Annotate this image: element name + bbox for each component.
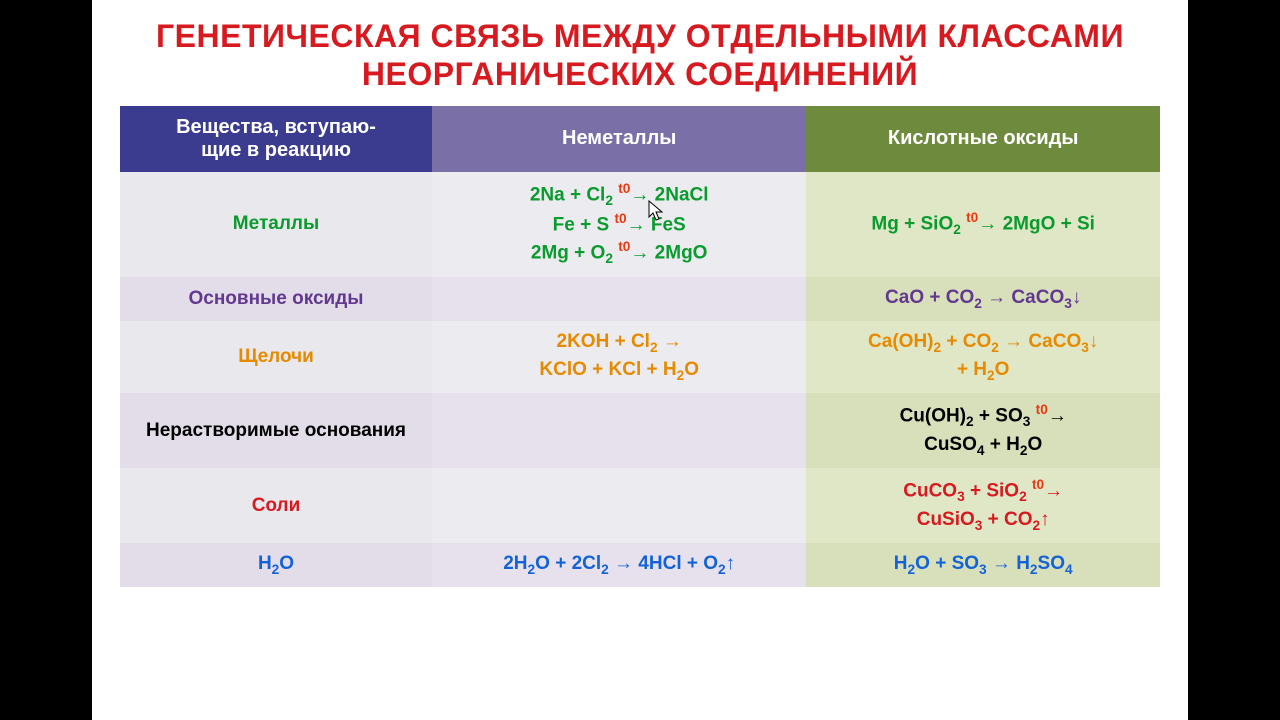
header-nonmetals: Неметаллы	[432, 106, 806, 172]
row-label: Металлы	[120, 172, 432, 277]
row-label: H2O	[120, 543, 432, 587]
row-label: Нерастворимые основания	[120, 393, 432, 468]
mouse-cursor-icon	[648, 200, 664, 222]
table-row: H2O2H2O + 2Cl2 → 4HCl + O2↑H2O + SO3 → H…	[120, 543, 1160, 587]
table-header-row: Вещества, вступаю-щие в реакцию Неметалл…	[120, 106, 1160, 172]
slide-title: ГЕНЕТИЧЕСКАЯ СВЯЗЬ МЕЖДУ ОТДЕЛЬНЫМИ КЛАС…	[120, 18, 1160, 94]
row-nonmetals	[432, 468, 806, 543]
row-nonmetals: 2H2O + 2Cl2 → 4HCl + O2↑	[432, 543, 806, 587]
row-nonmetals: 2Na + Cl2 t0→ 2NaClFe + S t0→ FeS2Mg + O…	[432, 172, 806, 277]
row-acid-oxides: CaO + CO2 → CaCO3↓	[806, 277, 1160, 321]
table-row: Соли CuCO3 + SiO2 t0→CuSiO3 + CO2↑	[120, 468, 1160, 543]
header-acid-oxides: Кислотные оксиды	[806, 106, 1160, 172]
row-label: Основные оксиды	[120, 277, 432, 321]
row-acid-oxides: Mg + SiO2 t0→ 2MgO + Si	[806, 172, 1160, 277]
row-nonmetals: 2KOH + Cl2 →KClO + KCl + H2O	[432, 321, 806, 394]
row-acid-oxides: H2O + SO3 → H2SO4	[806, 543, 1160, 587]
row-nonmetals	[432, 393, 806, 468]
table-row: Металлы2Na + Cl2 t0→ 2NaClFe + S t0→ FeS…	[120, 172, 1160, 277]
row-acid-oxides: Ca(OH)2 + CO2 → CaCO3↓+ H2O	[806, 321, 1160, 394]
row-label: Соли	[120, 468, 432, 543]
reaction-table: Вещества, вступаю-щие в реакцию Неметалл…	[120, 106, 1160, 588]
row-acid-oxides: Cu(OH)2 + SO3 t0→CuSO4 + H2O	[806, 393, 1160, 468]
slide: ГЕНЕТИЧЕСКАЯ СВЯЗЬ МЕЖДУ ОТДЕЛЬНЫМИ КЛАС…	[92, 0, 1188, 720]
table-row: Нерастворимые основания Cu(OH)2 + SO3 t0→…	[120, 393, 1160, 468]
row-nonmetals	[432, 277, 806, 321]
table-row: Основные оксиды CaO + CO2 → CaCO3↓	[120, 277, 1160, 321]
header-substances: Вещества, вступаю-щие в реакцию	[120, 106, 432, 172]
row-label: Щелочи	[120, 321, 432, 394]
table-row: Щелочи2KOH + Cl2 →KClO + KCl + H2OCa(OH)…	[120, 321, 1160, 394]
row-acid-oxides: CuCO3 + SiO2 t0→CuSiO3 + CO2↑	[806, 468, 1160, 543]
